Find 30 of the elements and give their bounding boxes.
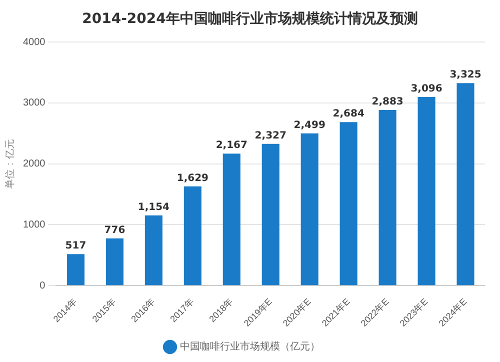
y-tick-label: 3000 bbox=[22, 98, 46, 109]
data-label: 2,684 bbox=[332, 108, 364, 120]
y-tick-label: 1000 bbox=[22, 219, 46, 230]
bar bbox=[262, 144, 280, 286]
data-label: 1,629 bbox=[176, 172, 209, 184]
bar bbox=[184, 186, 202, 286]
y-tick-label: 2000 bbox=[22, 158, 46, 170]
data-label: 2,167 bbox=[216, 140, 248, 152]
y-axis-title: 单位：亿元 bbox=[4, 138, 16, 189]
legend-label: 中国咖啡行业市场规模（亿元） bbox=[180, 340, 320, 353]
y-tick-label: 0 bbox=[40, 280, 46, 292]
bar bbox=[418, 97, 436, 286]
chart-title: 2014-2024年中国咖啡行业市场规模统计情况及预测 bbox=[81, 10, 419, 29]
bar bbox=[66, 254, 85, 286]
y-tick-label: 4000 bbox=[22, 36, 46, 48]
bar bbox=[222, 154, 240, 286]
bar bbox=[300, 133, 318, 286]
bar bbox=[378, 110, 396, 286]
data-label: 2,499 bbox=[294, 120, 326, 132]
bar bbox=[456, 83, 474, 286]
data-label: 2,883 bbox=[372, 96, 404, 108]
data-label: 776 bbox=[104, 224, 126, 236]
data-label: 3,325 bbox=[450, 70, 482, 81]
data-label: 2,327 bbox=[254, 130, 286, 142]
data-label: 3,096 bbox=[410, 84, 442, 95]
data-label: 517 bbox=[65, 240, 86, 252]
bar bbox=[340, 122, 358, 286]
data-label: 1,154 bbox=[138, 202, 170, 213]
bar bbox=[106, 238, 124, 286]
bar bbox=[144, 215, 162, 286]
